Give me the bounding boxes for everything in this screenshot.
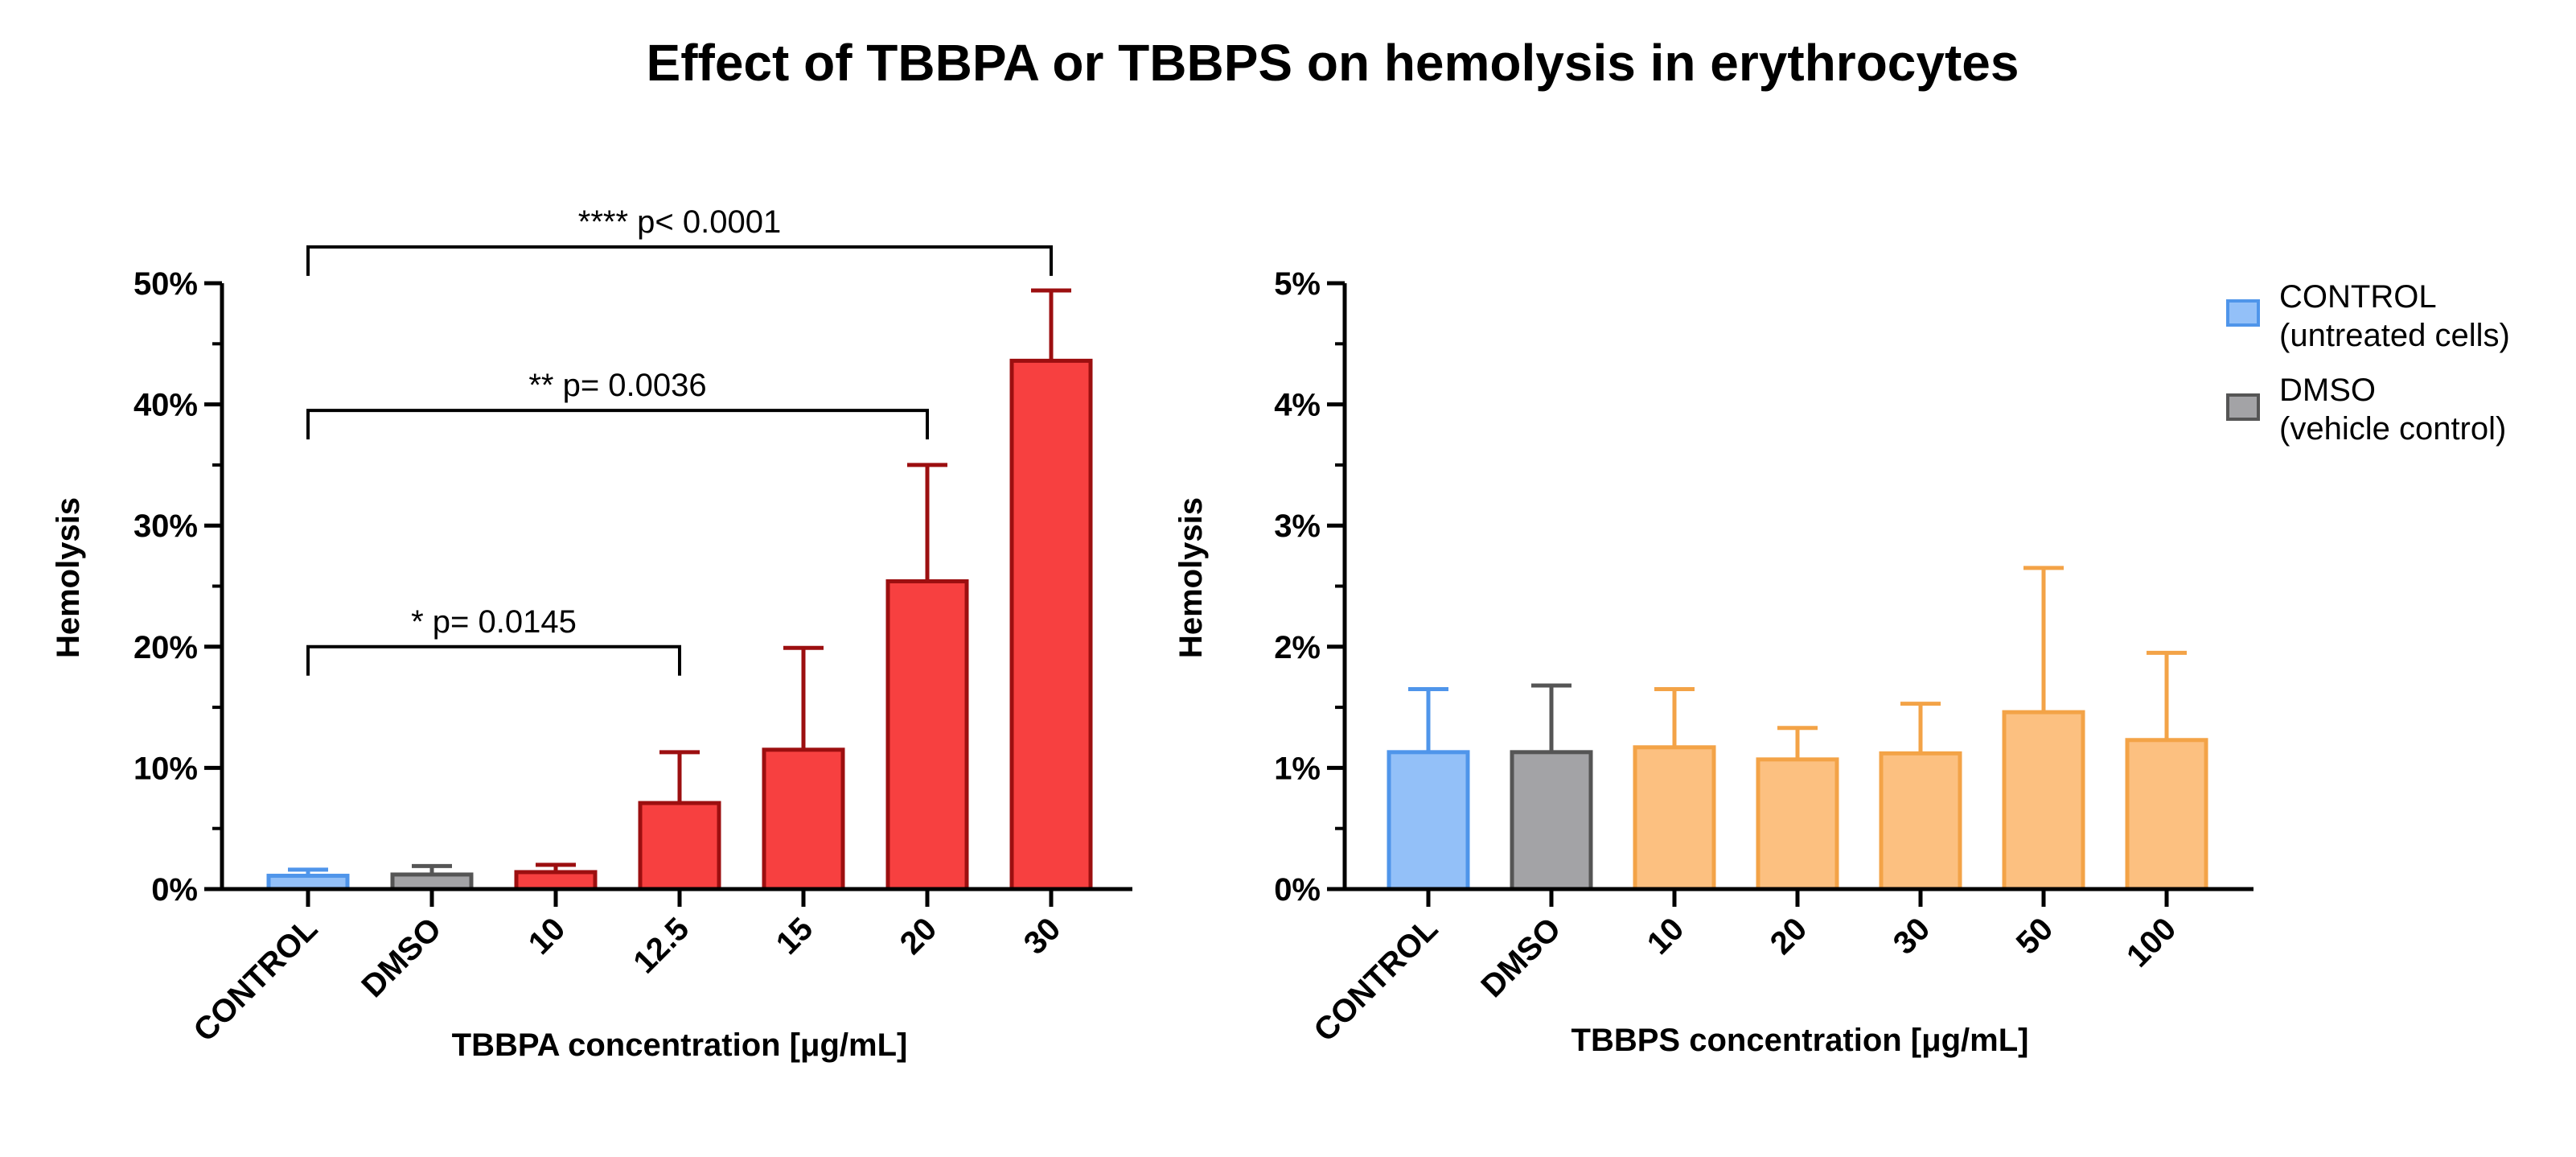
significance-label: ** p= 0.0036 xyxy=(528,368,706,403)
y-axis-label: Hemolysis xyxy=(51,497,86,658)
x-tick-label: 30 xyxy=(1017,911,1068,961)
x-tick-label: CONTROL xyxy=(187,911,324,1048)
x-axis-label: TBBPA concentration [μg/mL] xyxy=(452,1027,908,1063)
bar-12.5 xyxy=(638,801,721,891)
y-tick-label: 10% xyxy=(134,751,198,786)
x-tick-label: 30 xyxy=(1887,911,1937,961)
x-tick-label: 100 xyxy=(2120,911,2183,974)
significance-bracket xyxy=(306,409,929,440)
legend: CONTROL (untreated cells) DMSO (vehicle … xyxy=(2226,279,2510,447)
x-tick-label: 10 xyxy=(522,911,573,961)
legend-item-control: CONTROL (untreated cells) xyxy=(2226,279,2510,353)
tbbps-chart: 0% 1% 2% 3% 4% 5% CONTROL DMSO 10 20 30 50 100 Hemoly… xyxy=(1173,266,2253,1058)
y-tick-label: 5% xyxy=(1274,266,1321,302)
x-tick-label: 20 xyxy=(894,911,944,961)
x-tick-label: DMSO xyxy=(355,911,448,1004)
y-tick-label: 2% xyxy=(1274,630,1321,665)
legend-label-dmso: DMSO xyxy=(2279,373,2376,408)
x-tick-label: 12.5 xyxy=(627,911,696,980)
significance-bracket xyxy=(306,245,1053,276)
y-tick-label: 3% xyxy=(1274,509,1321,544)
bar-15 xyxy=(762,747,845,891)
legend-swatch-control xyxy=(2226,299,2260,327)
y-tick-label: 30% xyxy=(134,509,198,544)
bar-100 xyxy=(2125,738,2208,891)
legend-item-dmso: DMSO (vehicle control) xyxy=(2226,373,2506,447)
x-tick-label: DMSO xyxy=(1474,911,1567,1004)
y-tick-label: 50% xyxy=(134,266,198,302)
bar-DMSO xyxy=(1510,750,1593,891)
x-axis-label: TBBPS concentration [μg/mL] xyxy=(1571,1023,2029,1058)
significance-label: * p= 0.0145 xyxy=(411,604,577,640)
x-tick-label: 20 xyxy=(1764,911,1814,961)
bar-20 xyxy=(885,578,969,891)
y-axis-label: Hemolysis xyxy=(1173,497,1209,658)
bar-DMSO xyxy=(390,872,474,891)
bar-CONTROL xyxy=(1387,750,1470,891)
x-tick-label: CONTROL xyxy=(1307,911,1444,1048)
y-tick-label: 40% xyxy=(134,388,198,423)
significance-bracket xyxy=(306,644,681,676)
bar-10 xyxy=(1633,745,1716,891)
x-tick-label: 50 xyxy=(2010,911,2060,961)
y-tick-label: 4% xyxy=(1274,388,1321,423)
significance-label: **** p< 0.0001 xyxy=(578,204,781,240)
bar-30 xyxy=(1879,751,1962,891)
tbbpa-chart: 0% 10% 20% 30% 40% 50% CONTROL DMSO 10 12.5 15 20 30… xyxy=(51,204,1132,1063)
y-tick-label: 1% xyxy=(1274,751,1321,786)
x-tick-label: 15 xyxy=(770,911,820,961)
bar-50 xyxy=(2002,710,2085,891)
figure-title: Effect of TBBPA or TBBPS on hemolysis in… xyxy=(647,34,2019,92)
bar-30 xyxy=(1009,358,1093,891)
legend-sublabel-control: (untreated cells) xyxy=(2279,318,2510,353)
legend-swatch-dmso xyxy=(2226,393,2260,421)
bar-20 xyxy=(1756,757,1839,891)
bar-10 xyxy=(514,870,598,891)
x-tick-label: 10 xyxy=(1641,911,1691,961)
y-tick-label: 20% xyxy=(134,630,198,665)
y-tick-label: 0% xyxy=(151,872,198,908)
legend-sublabel-dmso: (vehicle control) xyxy=(2279,411,2506,447)
y-tick-label: 0% xyxy=(1274,872,1321,908)
legend-label-control: CONTROL xyxy=(2279,279,2437,315)
